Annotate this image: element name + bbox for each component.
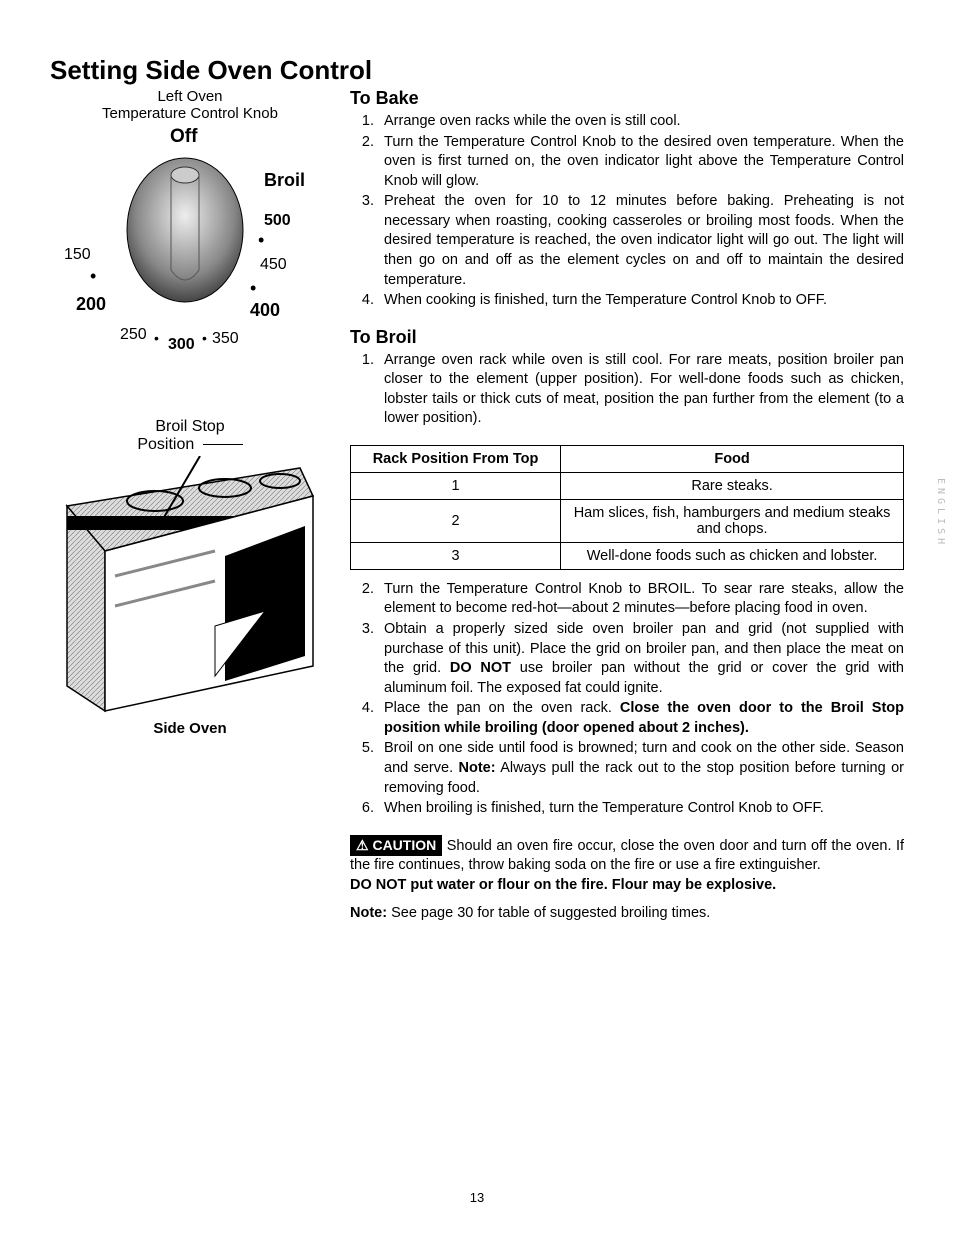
knob-450-label: 450	[260, 256, 287, 274]
broil-stop-caption: Broil Stop Position	[50, 418, 330, 454]
to-broil-heading: To Broil	[350, 327, 904, 348]
knob-250-label: 250	[120, 326, 147, 344]
knob-diagram: Off Broil 500 450 400 350 300 250 200 15…	[60, 130, 320, 400]
page-number: 13	[0, 1190, 954, 1205]
page-title: Setting Side Oven Control	[50, 55, 904, 86]
note-line: Note: See page 30 for table of suggested…	[350, 905, 904, 921]
broil-list-pre: Arrange oven rack while oven is still co…	[350, 351, 904, 429]
content-columns: Left Oven Temperature Control Knob Off B…	[50, 88, 904, 921]
food-cell: Rare steaks.	[561, 472, 904, 499]
knob-200-label: 200	[76, 294, 106, 315]
note-label: Note:	[350, 905, 387, 921]
note-text: See page 30 for table of suggested broil…	[387, 905, 710, 921]
rack-pos-cell: 3	[351, 542, 561, 569]
knob-off-label: Off	[170, 126, 197, 148]
col-food-header: Food	[561, 445, 904, 472]
knob-300-label: 300	[168, 336, 195, 354]
side-tab: ENGLISH	[935, 478, 946, 548]
caution-badge: CAUTION	[350, 835, 442, 856]
broil-step: Obtain a properly sized side oven broile…	[378, 620, 904, 698]
broil-stop-l2: Position	[137, 436, 194, 453]
knob-150-label: 150	[64, 246, 91, 264]
col-rack-header: Rack Position From Top	[351, 445, 561, 472]
side-oven-caption: Side Oven	[50, 720, 330, 737]
rack-pos-cell: 2	[351, 499, 561, 542]
side-oven-icon	[65, 456, 315, 716]
knob-500-label: 500	[264, 212, 291, 230]
food-cell: Ham slices, fish, hamburgers and medium …	[561, 499, 904, 542]
rack-position-table: Rack Position From Top Food 1 Rare steak…	[350, 445, 904, 570]
bake-list: Arrange oven racks while the oven is sti…	[350, 112, 904, 311]
table-row: 3 Well-done foods such as chicken and lo…	[351, 542, 904, 569]
broil-step: Place the pan on the oven rack. Close th…	[378, 699, 904, 738]
knob-icon	[120, 150, 250, 310]
knob-caption: Left Oven Temperature Control Knob	[50, 88, 330, 122]
bake-step: Turn the Temperature Control Knob to the…	[378, 133, 904, 192]
right-column: To Bake Arrange oven racks while the ove…	[350, 88, 904, 921]
table-header-row: Rack Position From Top Food	[351, 445, 904, 472]
bake-step: Arrange oven racks while the oven is sti…	[378, 112, 904, 132]
broil-list-post: Turn the Temperature Control Knob to BRO…	[350, 580, 904, 819]
table-row: 2 Ham slices, fish, hamburgers and mediu…	[351, 499, 904, 542]
to-bake-heading: To Bake	[350, 88, 904, 109]
caution-block: CAUTION Should an oven fire occur, close…	[350, 835, 904, 896]
broil-step: Turn the Temperature Control Knob to BRO…	[378, 580, 904, 619]
knob-broil-label: Broil	[264, 170, 305, 191]
broil-step: Arrange oven rack while oven is still co…	[378, 351, 904, 429]
broil-step: Broil on one side until food is browned;…	[378, 739, 904, 798]
bake-step: When cooking is finished, turn the Tempe…	[378, 291, 904, 311]
knob-caption-l1: Left Oven	[157, 88, 222, 105]
caution-bold: DO NOT put water or flour on the fire. F…	[350, 877, 776, 893]
left-column: Left Oven Temperature Control Knob Off B…	[50, 88, 330, 921]
broil-step: When broiling is finished, turn the Temp…	[378, 799, 904, 819]
broil-stop-l1: Broil Stop	[155, 418, 224, 435]
knob-350-label: 350	[212, 330, 239, 348]
food-cell: Well-done foods such as chicken and lobs…	[561, 542, 904, 569]
rack-pos-cell: 1	[351, 472, 561, 499]
knob-caption-l2: Temperature Control Knob	[102, 105, 278, 122]
knob-400-label: 400	[250, 300, 280, 321]
bake-step: Preheat the oven for 10 to 12 minutes be…	[378, 192, 904, 290]
table-row: 1 Rare steaks.	[351, 472, 904, 499]
